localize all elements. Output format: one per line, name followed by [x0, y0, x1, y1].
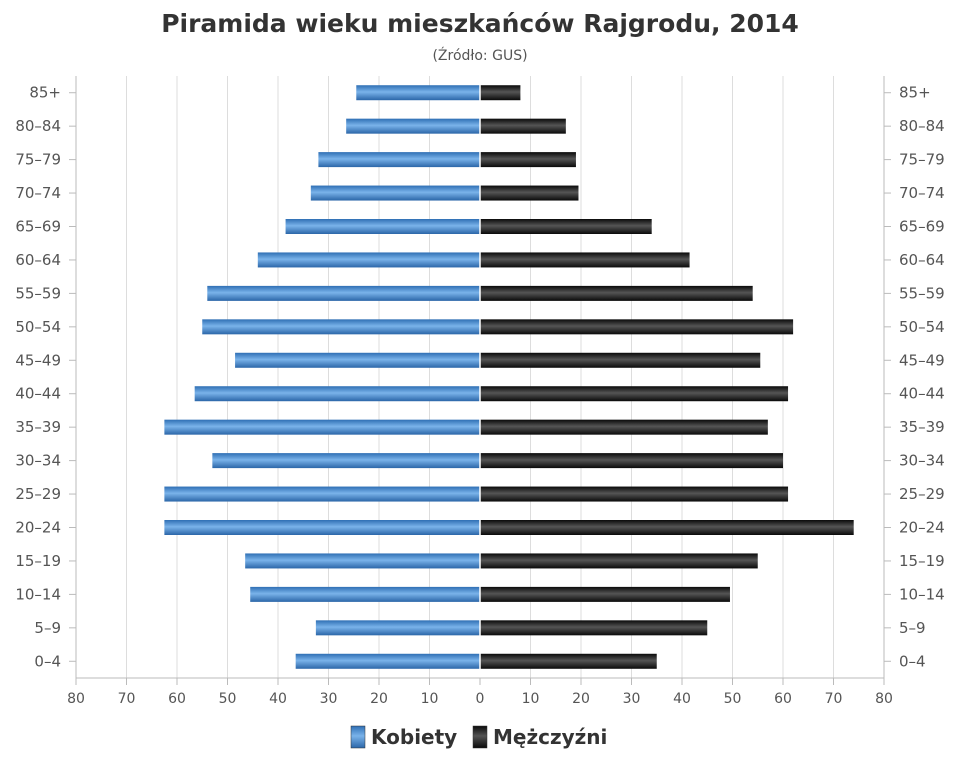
category-label-right: 0–4	[899, 652, 926, 670]
category-label-left: 20–24	[15, 519, 61, 537]
bar-mezczyzni	[480, 319, 794, 335]
bar-mezczyzni	[480, 118, 566, 134]
x-tick-label: 20	[370, 691, 388, 707]
category-label-left: 5–9	[34, 619, 61, 637]
x-tick-label: 50	[219, 691, 237, 707]
bars	[164, 76, 854, 678]
category-label-right: 70–74	[899, 184, 945, 202]
category-label-right: 35–39	[899, 418, 945, 436]
legend-kobiety-label: Kobiety	[371, 725, 457, 749]
bar-mezczyzni	[480, 219, 652, 234]
x-tick-label: 80	[67, 691, 85, 707]
category-label-right: 30–34	[899, 452, 945, 470]
legend: Kobiety Mężczyźni	[350, 725, 607, 749]
bar-kobiety	[315, 620, 480, 636]
bar-kobiety	[202, 319, 480, 335]
category-label-right: 85+	[899, 84, 931, 102]
bar-mezczyzni	[480, 653, 657, 669]
chart-title: Piramida wieku mieszkańców Rajgrodu, 201…	[161, 9, 799, 38]
bar-kobiety	[318, 152, 480, 168]
legend-mezczyzni-label: Mężczyźni	[493, 725, 607, 749]
category-label-left: 45–49	[15, 351, 61, 369]
bar-mezczyzni	[480, 85, 521, 101]
category-label-left: 60–64	[15, 251, 61, 269]
bar-mezczyzni	[480, 419, 768, 435]
bar-mezczyzni	[480, 285, 753, 301]
x-tick-label: 10	[522, 691, 540, 707]
category-label-left: 30–34	[15, 452, 61, 470]
bar-mezczyzni	[480, 152, 576, 168]
x-tick-label: 60	[774, 691, 792, 707]
category-label-left: 15–19	[15, 552, 61, 570]
category-label-right: 45–49	[899, 351, 945, 369]
category-label-left: 80–84	[15, 117, 61, 135]
bar-kobiety	[346, 118, 480, 134]
category-label-left: 50–54	[15, 318, 61, 336]
x-tick-label: 70	[118, 691, 136, 707]
category-label-left: 75–79	[15, 151, 61, 169]
category-label-right: 75–79	[899, 151, 945, 169]
x-tick-label: 0	[476, 691, 485, 707]
category-label-right: 5–9	[899, 619, 926, 637]
bar-mezczyzni	[480, 486, 789, 502]
bar-kobiety	[245, 553, 480, 569]
x-tick-label: 60	[168, 691, 186, 707]
bar-kobiety	[212, 453, 480, 469]
legend-kobiety-swatch	[350, 725, 366, 749]
category-label-left: 55–59	[15, 284, 61, 302]
x-tick-label: 20	[572, 691, 590, 707]
chart-subtitle: (Źródło: GUS)	[432, 46, 527, 64]
category-label-right: 50–54	[899, 318, 945, 336]
category-label-left: 85+	[29, 84, 61, 102]
category-label-left: 35–39	[15, 418, 61, 436]
bar-mezczyzni	[480, 185, 579, 201]
x-tick-label: 30	[320, 691, 338, 707]
bar-kobiety	[250, 586, 480, 602]
category-label-left: 25–29	[15, 485, 61, 503]
legend-mezczyzni-swatch	[472, 725, 488, 749]
category-label-right: 60–64	[899, 251, 945, 269]
bar-kobiety	[257, 252, 480, 268]
x-tick-label: 40	[269, 691, 287, 707]
category-label-left: 65–69	[15, 218, 61, 236]
category-label-right: 25–29	[899, 485, 945, 503]
x-tick-label: 50	[724, 691, 742, 707]
axes: 80 70 60 50 40 30 20 10 0 10 20 30 40 50 60 70 80 85+ 85+ 8…	[15, 76, 945, 707]
category-label-right: 65–69	[899, 218, 945, 236]
category-label-right: 15–19	[899, 552, 945, 570]
category-label-right: 40–44	[899, 385, 945, 403]
bar-kobiety	[164, 419, 480, 435]
bar-kobiety	[235, 352, 480, 368]
bar-kobiety	[356, 85, 480, 101]
category-label-left: 0–4	[34, 652, 61, 670]
category-label-left: 10–14	[15, 585, 61, 603]
bar-kobiety	[285, 219, 480, 234]
x-tick-label: 10	[421, 691, 439, 707]
bar-kobiety	[310, 185, 480, 201]
category-label-right: 55–59	[899, 284, 945, 302]
category-label-right: 80–84	[899, 117, 945, 135]
x-tick-label: 30	[623, 691, 641, 707]
x-tick-label: 40	[673, 691, 691, 707]
category-label-left: 40–44	[15, 385, 61, 403]
bar-mezczyzni	[480, 386, 789, 402]
bar-kobiety	[164, 486, 480, 502]
x-tick-label: 70	[825, 691, 843, 707]
category-label-right: 20–24	[899, 519, 945, 537]
bar-mezczyzni	[480, 252, 690, 268]
x-tick-label: 80	[875, 691, 893, 707]
bar-mezczyzni	[480, 586, 730, 602]
bar-mezczyzni	[480, 352, 761, 368]
bar-kobiety	[164, 520, 480, 535]
category-label-left: 70–74	[15, 184, 61, 202]
category-label-right: 10–14	[899, 585, 945, 603]
bar-kobiety	[295, 653, 480, 669]
bar-mezczyzni	[480, 553, 758, 569]
bar-kobiety	[194, 386, 481, 402]
bar-mezczyzni	[480, 520, 854, 535]
bar-mezczyzni	[480, 620, 708, 636]
bar-mezczyzni	[480, 453, 783, 469]
bar-kobiety	[207, 285, 481, 301]
